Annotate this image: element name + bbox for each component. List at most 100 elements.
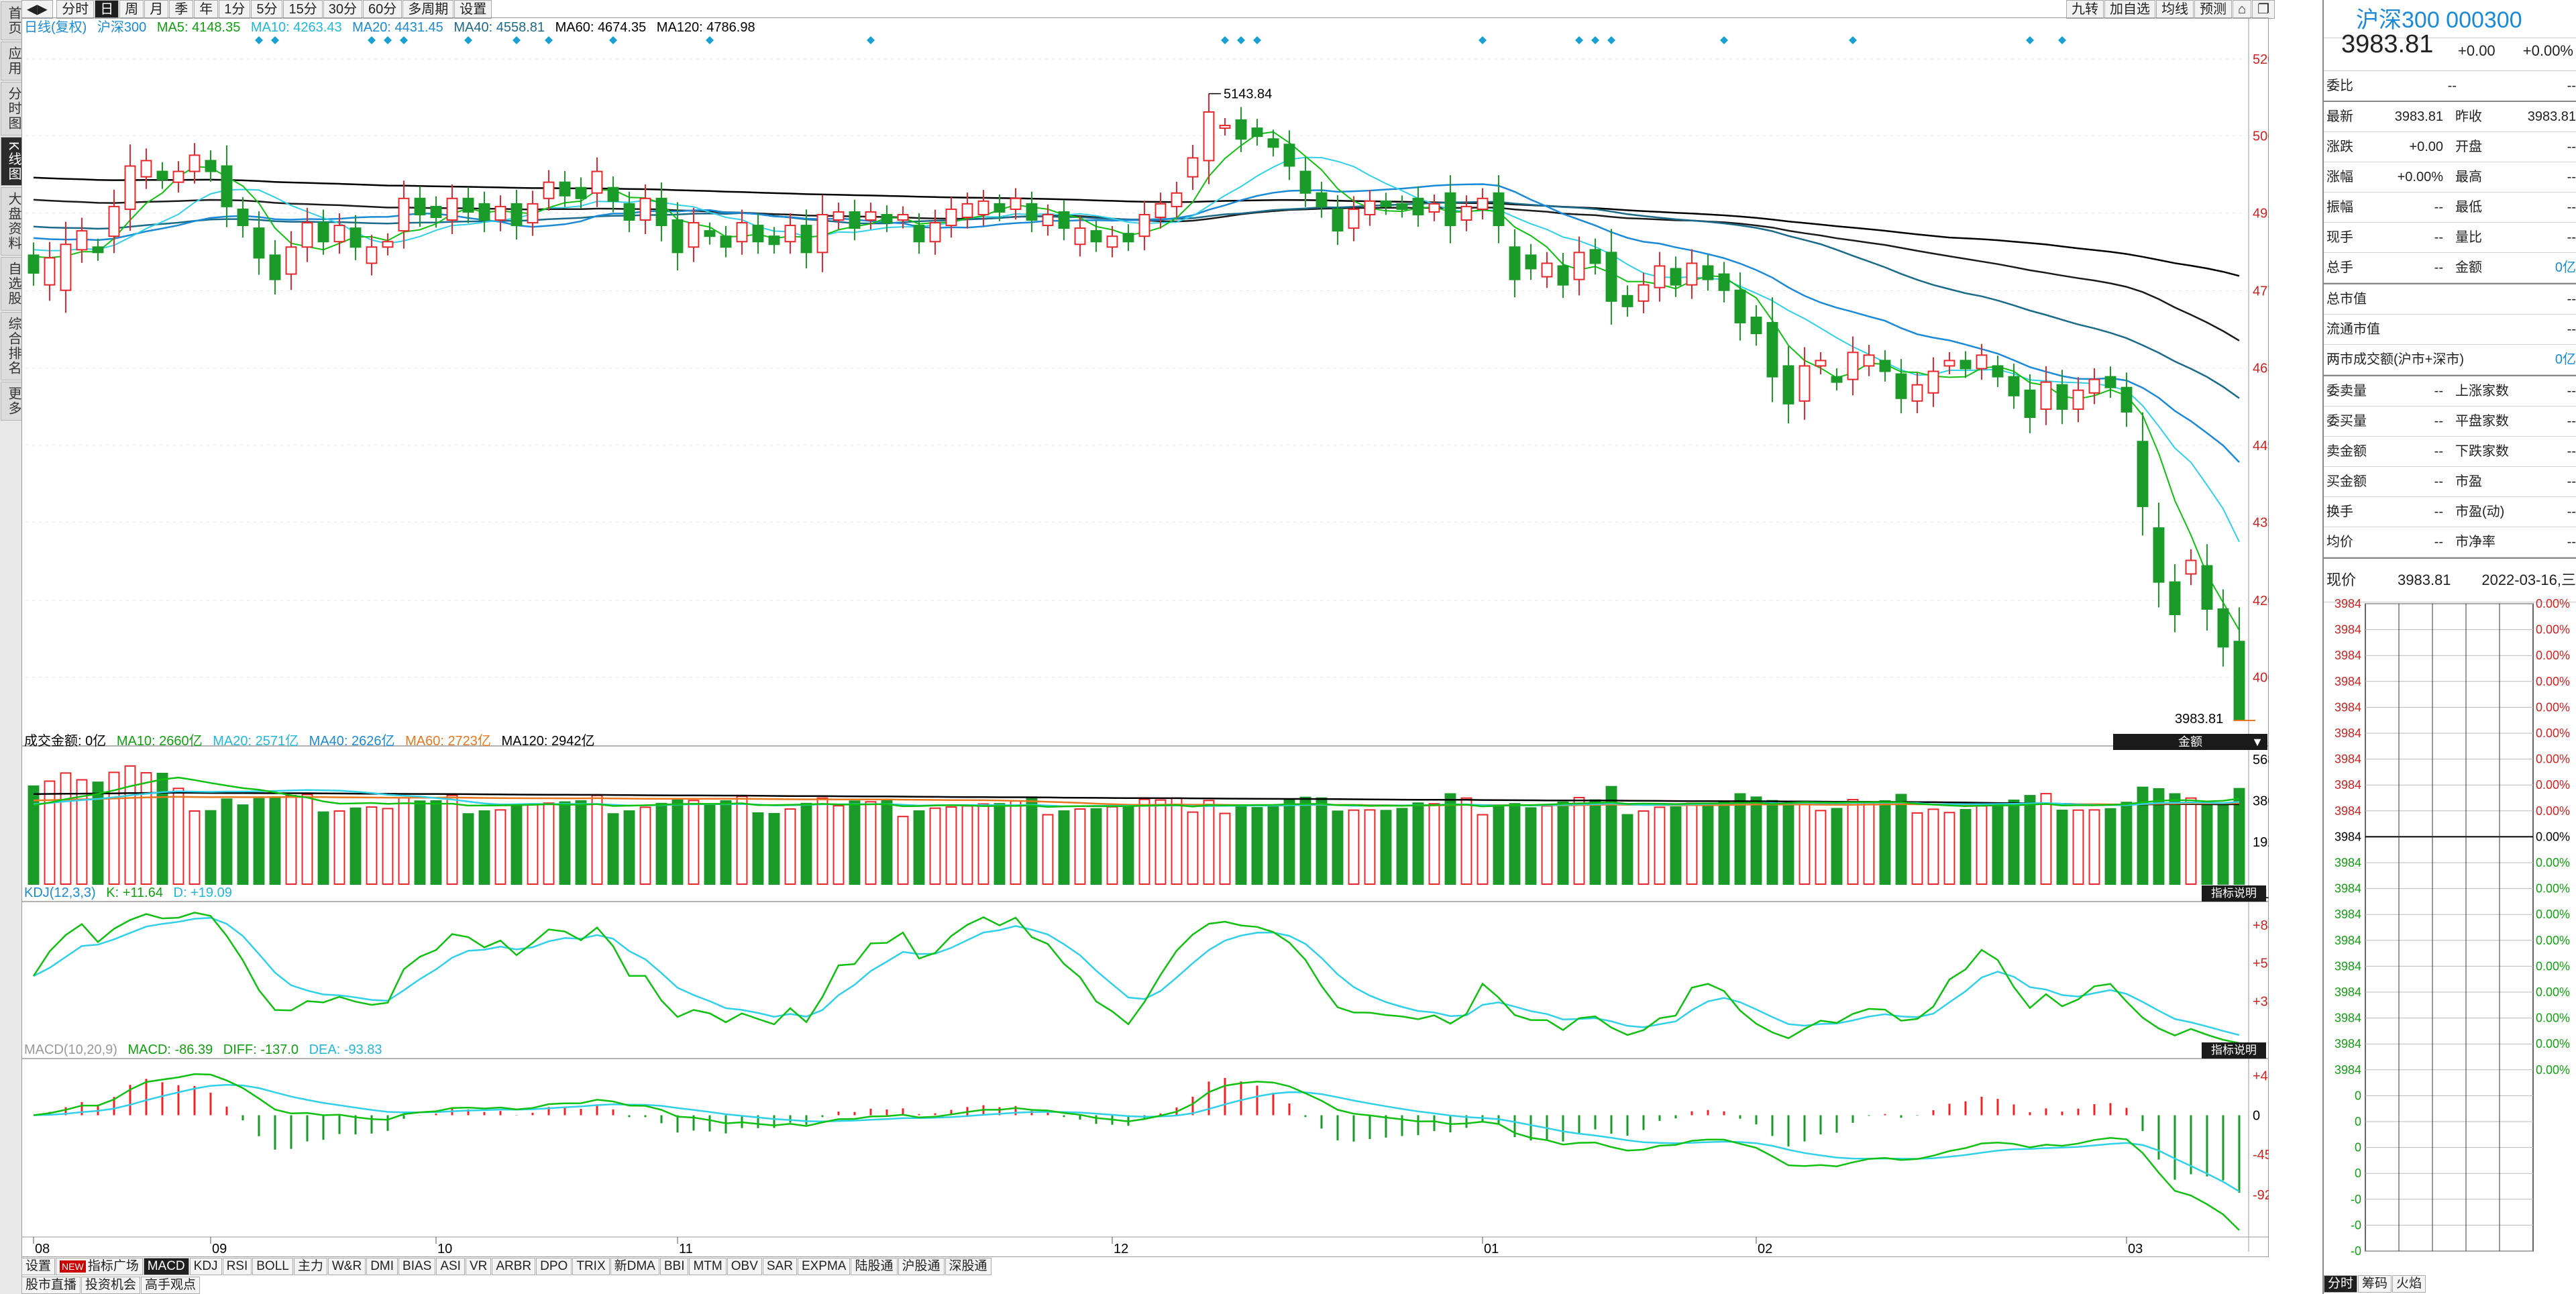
indicator-tab-12[interactable]: ARBR [492,1258,536,1275]
panel-tab-1[interactable]: 筹码 [2358,1275,2392,1293]
indicator-tab-17[interactable]: MTM [689,1258,727,1275]
indicator-tab-13[interactable]: DPO [536,1258,572,1275]
candle [1042,213,1054,227]
indicator-tab-14[interactable]: TRIX [572,1258,610,1275]
kdj-help-button[interactable]: 指标说明 [2202,885,2266,902]
candle [1621,294,1633,307]
indicator-tab-7[interactable]: W&R [327,1258,366,1275]
candle [704,230,716,237]
toolbar-right-button-2[interactable]: 均线 [2156,0,2194,19]
volume-bar [720,800,732,885]
indicator-tab-22[interactable]: 沪股通 [898,1258,945,1275]
indicator-tab-6[interactable]: 主力 [293,1258,327,1275]
indicator-tab-3[interactable]: KDJ [189,1258,222,1275]
left-tab-2[interactable]: 分时图 [1,82,22,136]
candle [945,208,957,227]
stat-value-2: -- [2567,230,2576,245]
kdj-k-line [32,912,2240,1044]
intraday-mini-chart[interactable]: 3984 0.00% 3984 0.00% 3984 0.00% 3984 0.00% 3984… [2324,596,2576,1275]
stat-value: -- [2434,200,2443,215]
news-tab-0[interactable]: 股市直播 [21,1277,81,1294]
panel-tab-2[interactable]: 火焰 [2392,1275,2426,1293]
toolbar-collapse-icon[interactable]: ◀▶ [21,0,53,19]
indicator-tab-label: W&R [331,1259,362,1273]
indicator-tab-8[interactable]: DMI [366,1258,398,1275]
indicator-tab-0[interactable]: 设置 [21,1258,56,1275]
period-button-0[interactable]: 分时 [56,0,95,19]
volume-bar [1573,797,1585,885]
period-button-7[interactable]: 5分 [251,0,283,19]
indicator-tab-5[interactable]: BOLL [252,1258,293,1275]
wei-bi-value-2: -- [2567,78,2576,93]
candle [1509,246,1521,280]
period-button-1[interactable]: 日 [95,0,119,19]
volume-ma120: MA120: 2942亿 [501,734,595,749]
toolbar-right-button-3[interactable]: 预测 [2194,0,2232,19]
restore-icon[interactable]: ❐ [2252,0,2275,19]
indicator-tab-label: MTM [693,1259,722,1273]
indicator-tab-10[interactable]: ASI [436,1258,465,1275]
macd-axis-label: -45.75 [2253,1148,2269,1163]
panel-tab-0[interactable]: 分时 [2324,1275,2358,1293]
period-button-3[interactable]: 月 [144,0,169,19]
left-tab-7[interactable]: 更多 [1,382,22,421]
indicator-tab-2[interactable]: MACD [143,1258,189,1275]
news-tab-1[interactable]: 投资机会 [81,1277,141,1294]
signal-diamond-icon [1253,36,1261,44]
mini-right-tick: 0.00% [2536,804,2570,818]
period-button-8[interactable]: 15分 [283,0,323,19]
volume-bar [1460,797,1472,885]
indicator-tab-1[interactable]: NEW 指标广场 [56,1258,143,1275]
volume-metric-dropdown[interactable]: 金额 ▼ [2113,734,2267,750]
indicator-tab-16[interactable]: BBI [659,1258,689,1275]
toolbar-right-button-0[interactable]: 九转 [2066,0,2104,19]
period-button-4[interactable]: 季 [169,0,194,19]
volume-bar [414,800,426,885]
stat-label-2: 下跌家数 [2455,444,2509,459]
kline-chart[interactable]: 5208 5066 4923 4779 4636 4493 4351 4206 4064 5143… [21,17,2269,1257]
lock-icon[interactable]: ⌂ [2233,0,2252,19]
period-button-12[interactable]: 设置 [454,0,492,19]
left-tab-6[interactable]: 综合排名 [1,312,22,381]
indicator-tab-18[interactable]: OBV [727,1258,762,1275]
period-button-9[interactable]: 30分 [323,0,362,19]
indicator-tab-4[interactable]: RSI [222,1258,252,1275]
candle [1911,384,1923,402]
current-price: 3983.81 [2341,30,2434,58]
period-button-6[interactable]: 1分 [219,0,251,19]
indicator-tab-20[interactable]: EXPMA [797,1258,851,1275]
indicator-tab-11[interactable]: VR [465,1258,492,1275]
candle [189,154,201,172]
left-tab-5[interactable]: 自选股 [1,257,22,311]
kdj-legend: KDJ(12,3,3) K: +11.64 D: +19.09 [24,884,239,902]
candle [398,197,410,232]
left-tab-0[interactable]: 首页 [1,1,22,40]
period-button-10[interactable]: 60分 [362,0,402,19]
date-label: 01 [1484,1242,1499,1256]
volume-bar [2072,809,2084,885]
toolbar-right-button-1[interactable]: 加自选 [2104,0,2155,19]
candle [1203,111,1215,162]
candle [961,203,973,218]
indicator-tab-19[interactable]: SAR [762,1258,797,1275]
left-tab-3[interactable]: K线图 [1,137,22,186]
period-button-2[interactable]: 周 [119,0,144,19]
indicator-tab-15[interactable]: 新DMA [610,1258,659,1275]
news-tab-2[interactable]: 高手观点 [141,1277,201,1294]
candle [994,203,1006,213]
signal-diamond-icon [1591,36,1599,44]
indicator-tab-9[interactable]: BIAS [398,1258,436,1275]
period-button-11[interactable]: 多周期 [402,0,454,19]
candle [2169,581,2181,615]
indicator-tab-23[interactable]: 深股通 [945,1258,991,1275]
volume-metric-label: 金额 [2178,735,2202,749]
volume-axis-label: 5688 [2253,753,2269,767]
left-tab-4[interactable]: 大盘资料 [1,187,22,256]
indicator-tab-21[interactable]: 陆股通 [851,1258,898,1275]
macd-help-button[interactable]: 指标说明 [2202,1042,2266,1059]
mini-left-tick: 3984 [2334,649,2361,662]
period-button-5[interactable]: 年 [194,0,219,19]
left-tab-1[interactable]: 应用 [1,42,22,80]
candle [414,197,426,215]
stat-label: 总手 [2326,260,2353,275]
